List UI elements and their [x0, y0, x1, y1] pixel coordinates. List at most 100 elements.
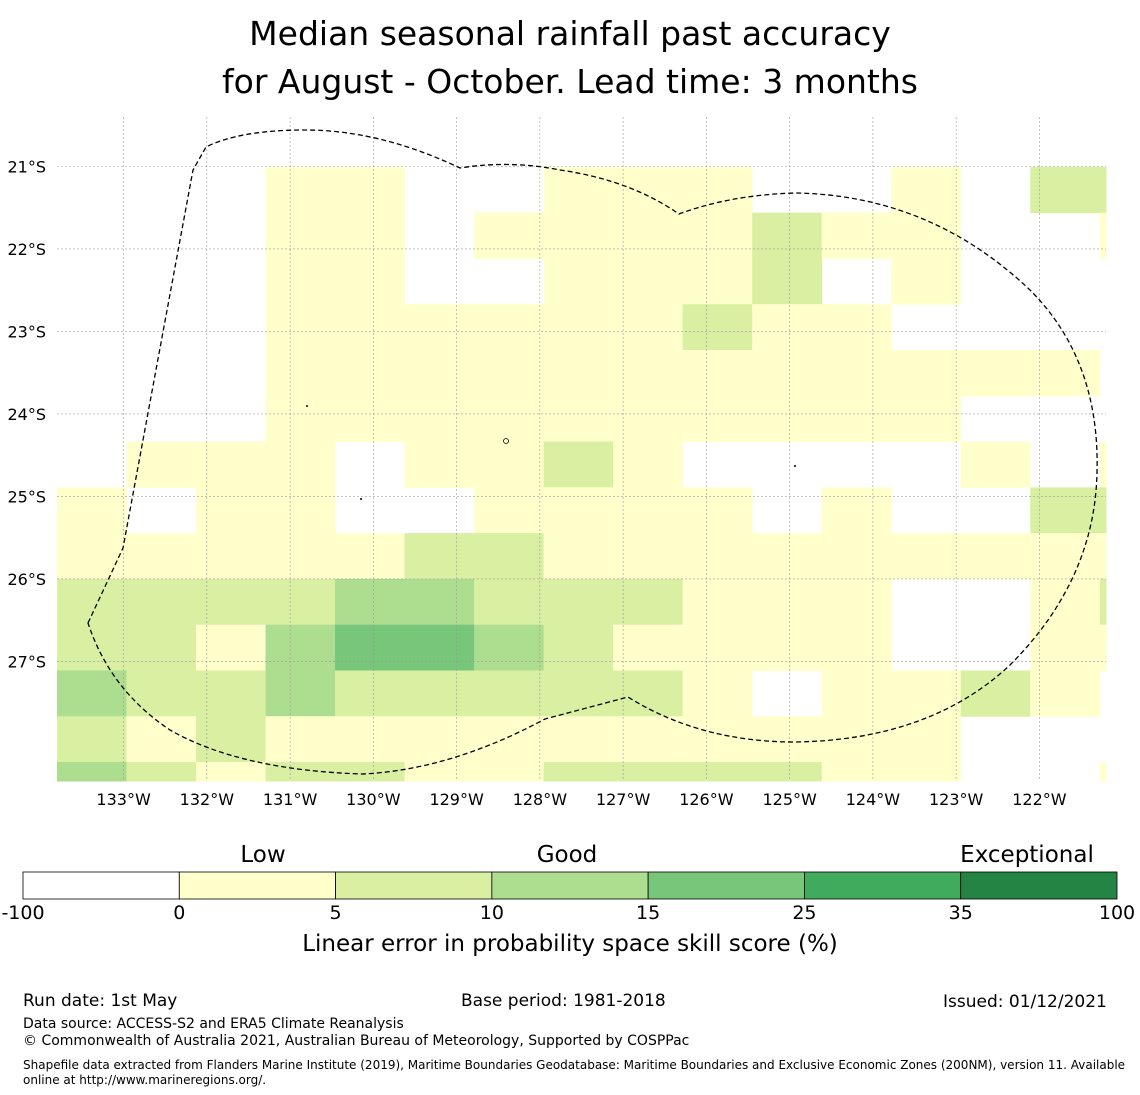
island-marker	[503, 438, 509, 444]
skill-cell	[474, 212, 545, 259]
skill-cell	[752, 578, 823, 626]
skill-cell	[613, 395, 684, 443]
skill-cell	[265, 441, 336, 488]
skill-cell	[1030, 350, 1101, 397]
skill-cell	[1099, 166, 1107, 214]
skill-cell	[613, 441, 684, 488]
skill-cell	[265, 533, 336, 580]
colorbar-segment	[960, 871, 1118, 900]
skill-cell	[752, 258, 823, 305]
colorbar-tick-label: 10	[479, 902, 504, 924]
skill-cell	[265, 670, 336, 717]
skill-cell	[682, 762, 753, 782]
skill-cell	[196, 670, 267, 717]
longitude-label: 122°W	[1012, 790, 1067, 809]
colorbar-tick-label: 0	[173, 902, 186, 924]
skill-cell	[543, 441, 614, 488]
colorbar-tick-label: -100	[1, 902, 45, 924]
skill-cell	[196, 624, 267, 671]
skill-cell	[474, 624, 545, 671]
skill-cell	[682, 212, 753, 259]
skill-cell	[1030, 670, 1101, 717]
issued-date: Issued: 01/12/2021	[943, 992, 1107, 1012]
skill-cell	[543, 350, 614, 397]
skill-cell	[1030, 624, 1101, 671]
colorbar-tick-label: 15	[636, 902, 661, 924]
skill-cell	[126, 624, 197, 671]
skill-cell	[335, 716, 406, 763]
skill-cell	[57, 716, 128, 763]
skill-cell	[1030, 166, 1101, 214]
skill-cell	[196, 578, 267, 626]
skill-cell	[682, 395, 753, 443]
latitude-label: 24°S	[7, 405, 46, 424]
latitude-label: 22°S	[7, 240, 46, 259]
skill-cell	[335, 578, 406, 626]
skill-cell	[891, 533, 962, 580]
skill-cell	[613, 624, 684, 671]
skill-cell	[821, 670, 892, 717]
skill-cell	[474, 304, 545, 351]
skill-cell	[57, 670, 128, 717]
skill-cell	[335, 533, 406, 580]
skill-cell	[682, 578, 753, 626]
skill-cell	[891, 212, 962, 259]
skill-cell	[821, 762, 892, 782]
skill-cell	[57, 578, 128, 626]
skill-cell	[126, 441, 197, 488]
longitude-label: 126°W	[679, 790, 734, 809]
skill-cell	[613, 258, 684, 305]
base-period: Base period: 1981-2018	[461, 991, 666, 1011]
skill-cell	[474, 350, 545, 397]
longitude-label: 133°W	[96, 790, 151, 809]
title-line-1: Median seasonal rainfall past accuracy	[249, 14, 891, 53]
skill-cell	[474, 670, 545, 717]
skill-cell	[126, 533, 197, 580]
skill-cell	[196, 441, 267, 488]
skill-cell	[752, 304, 823, 351]
skill-cell	[335, 212, 406, 259]
graticule	[57, 117, 1106, 781]
longitude-labels: 133°W 132°W 131°W 130°W 129°W 128°W 127°W 126°W…	[96, 790, 1066, 809]
latitude-label: 23°S	[7, 322, 46, 341]
skill-cell	[543, 258, 614, 305]
colorbar-category-label: Low	[240, 842, 286, 868]
skill-cell	[821, 578, 892, 626]
skill-cell	[752, 395, 823, 443]
skill-cell	[752, 716, 823, 763]
skill-cell	[821, 533, 892, 580]
island-markers	[306, 405, 796, 500]
colorbar-segments	[22, 871, 1118, 900]
skill-cell	[613, 670, 684, 717]
skill-cells	[57, 166, 1107, 782]
skill-cell	[265, 624, 336, 671]
skill-cell	[265, 395, 336, 443]
skill-cell	[265, 716, 336, 763]
skill-cell	[543, 716, 614, 763]
skill-cell	[960, 533, 1031, 580]
skill-cell	[613, 304, 684, 351]
latitude-label: 25°S	[7, 487, 46, 506]
skill-cell	[543, 166, 614, 214]
skill-cell	[335, 166, 406, 214]
skill-cell	[404, 304, 475, 351]
colorbar-tick-label: 5	[329, 902, 342, 924]
skill-cell	[474, 533, 545, 580]
skill-cell	[891, 762, 962, 782]
skill-cell	[682, 487, 753, 534]
skill-cell	[821, 395, 892, 443]
skill-cell	[821, 716, 892, 763]
skill-cell	[126, 670, 197, 717]
colorbar-segment	[647, 871, 805, 900]
skill-cell	[821, 487, 892, 534]
skill-cell	[613, 533, 684, 580]
longitude-label: 129°W	[429, 790, 484, 809]
island-marker	[360, 498, 362, 500]
skill-cell	[1099, 578, 1107, 626]
skill-cell	[752, 212, 823, 259]
skill-cell	[752, 533, 823, 580]
island-marker	[794, 465, 796, 467]
skill-cell	[752, 624, 823, 671]
skill-cell	[335, 304, 406, 351]
skill-cell	[891, 716, 962, 763]
